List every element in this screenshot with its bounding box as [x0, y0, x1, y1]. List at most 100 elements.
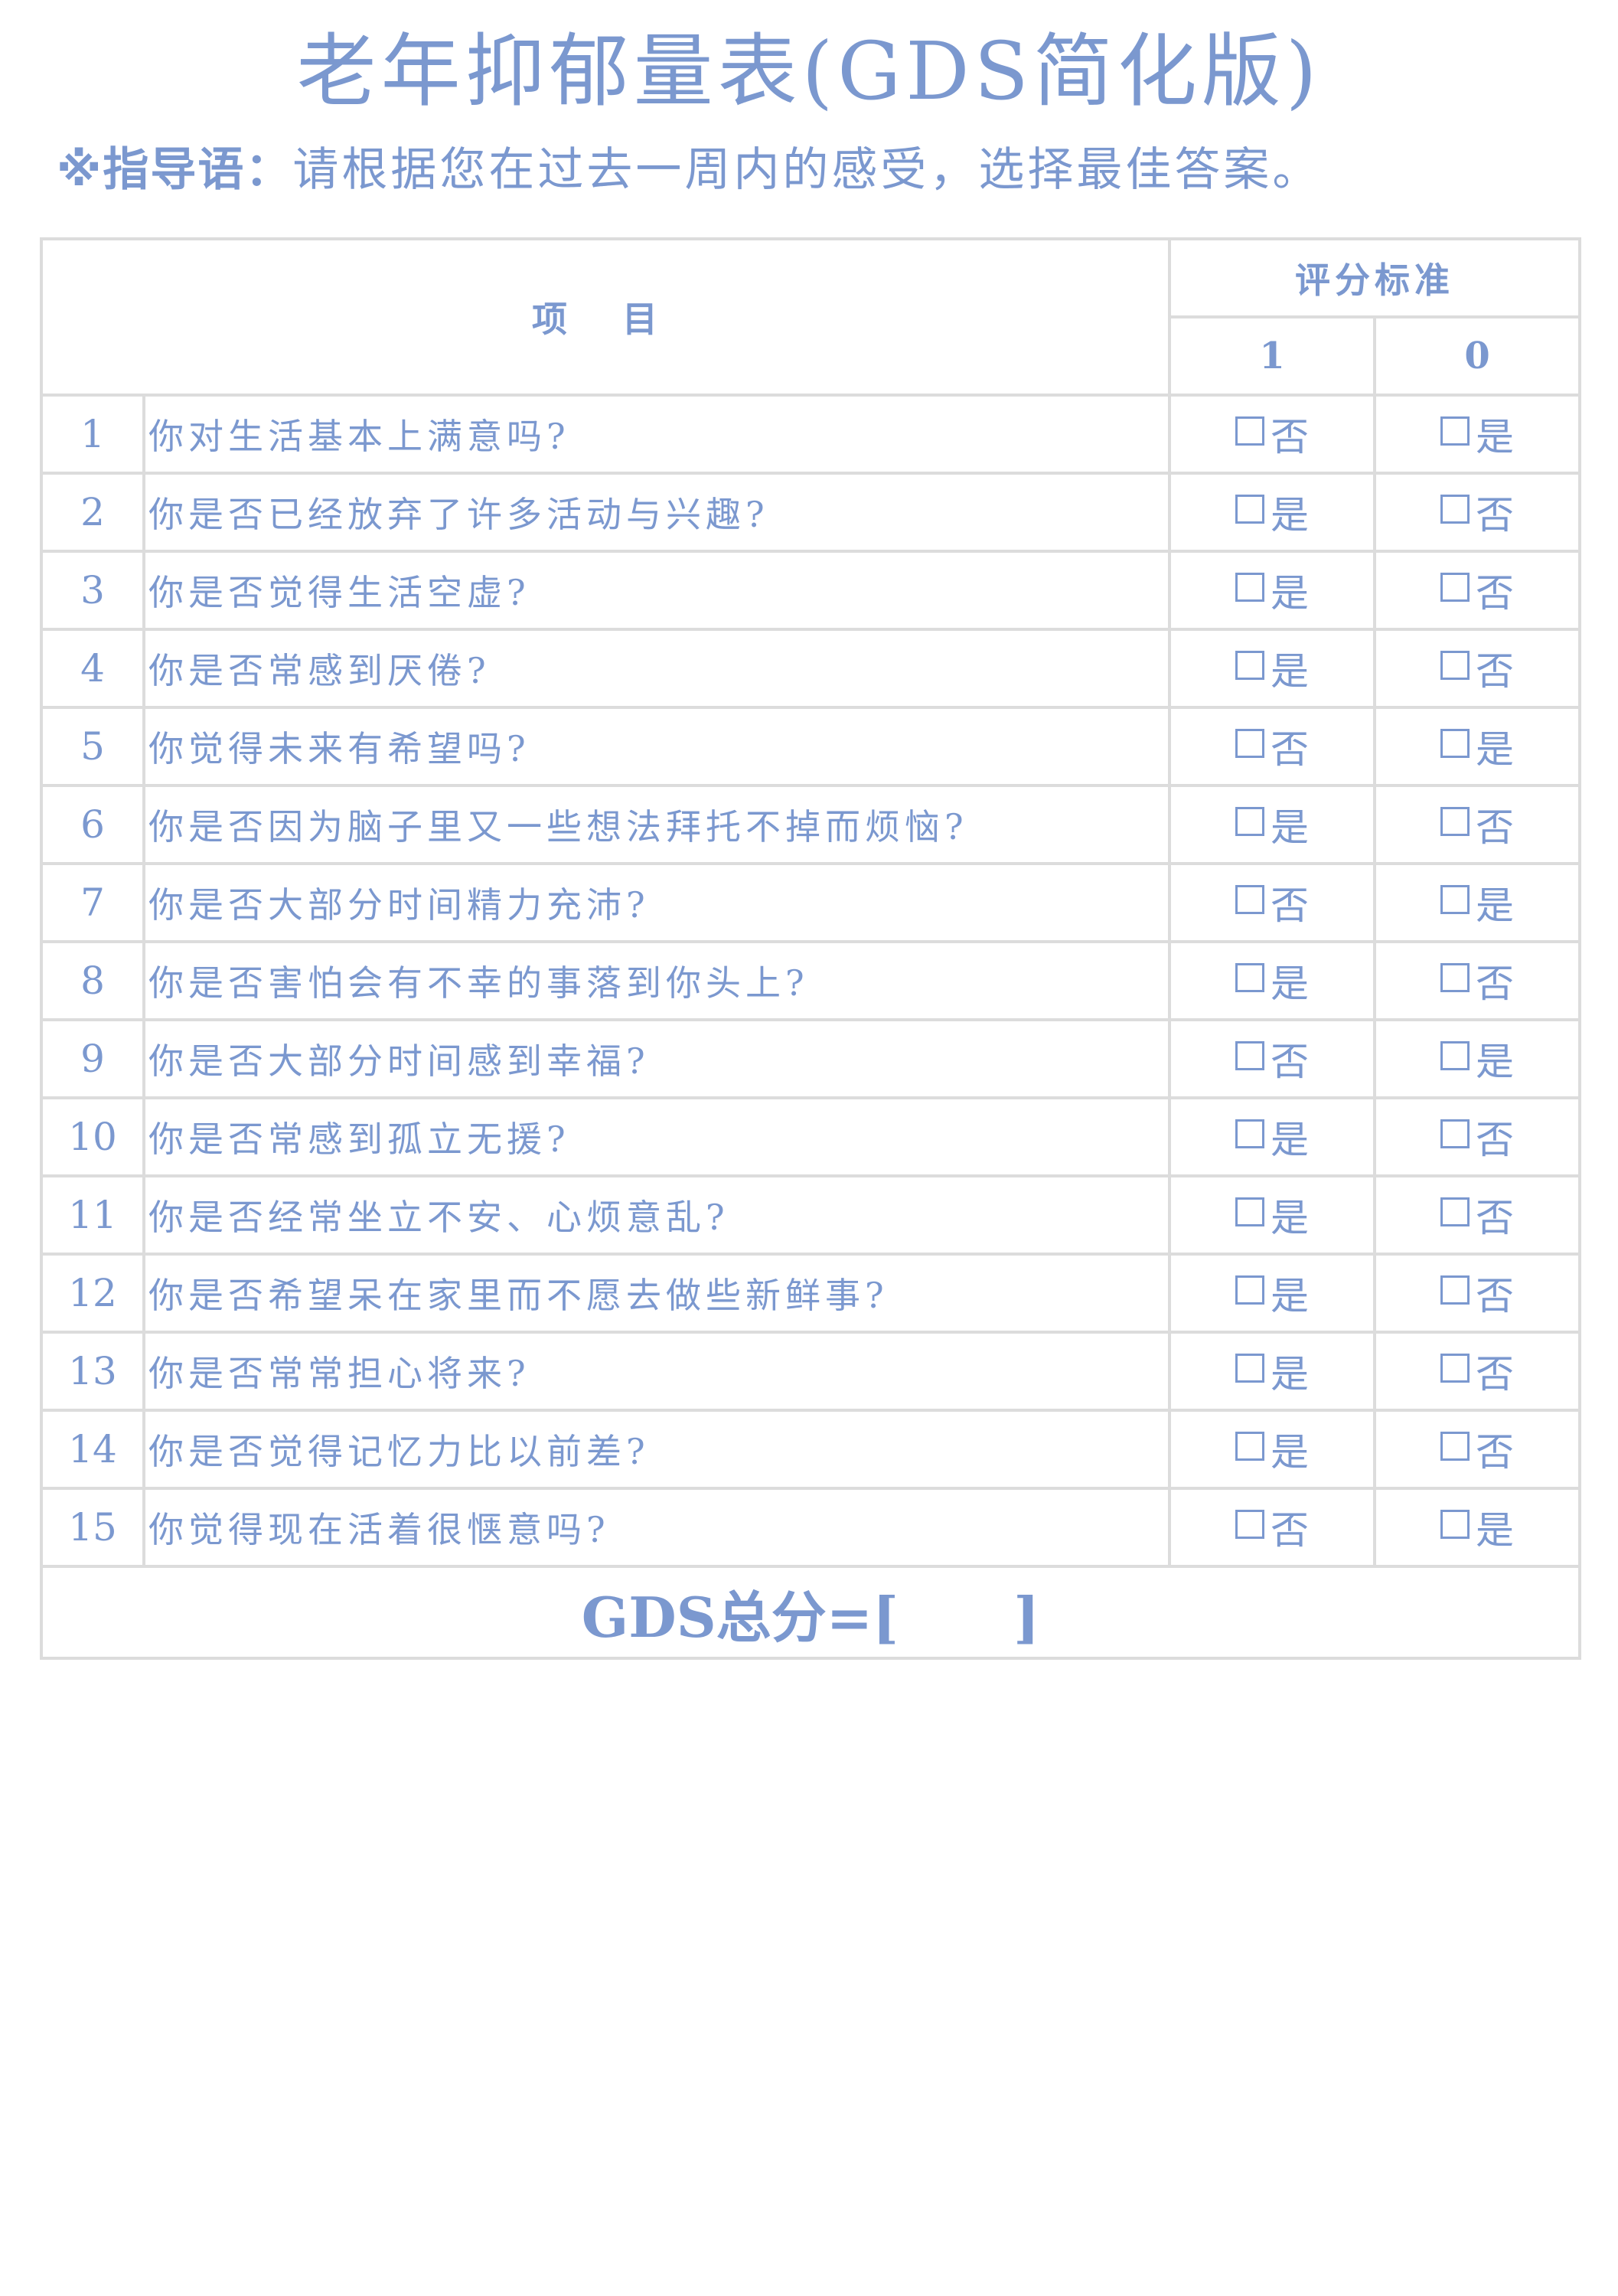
option-score-1[interactable]: 是 — [1168, 784, 1377, 865]
header-score-0: 0 — [1373, 315, 1582, 397]
question-number: 6 — [40, 784, 145, 865]
checkbox[interactable] — [1235, 1041, 1265, 1070]
option-score-0[interactable]: 否 — [1373, 1409, 1582, 1490]
option-score-0[interactable]: 否 — [1373, 472, 1582, 553]
checkbox[interactable] — [1235, 729, 1265, 758]
question-text: 你觉得现在活着很惬意吗? — [142, 1487, 1172, 1568]
option-label: 否 — [1476, 962, 1515, 1006]
table-row: 10 你是否常感到孤立无援? 是 否 — [40, 1096, 1582, 1177]
option-score-1[interactable]: 是 — [1168, 472, 1377, 553]
option-score-0[interactable]: 否 — [1373, 1174, 1582, 1256]
option-score-0[interactable]: 否 — [1373, 550, 1582, 631]
question-text: 你是否大部分时间感到幸福? — [142, 1018, 1172, 1099]
header-item: 项 目 — [39, 237, 1172, 397]
table-row: 2 你是否已经放弃了许多活动与兴趣? 是 否 — [40, 472, 1582, 553]
option-label: 是 — [1271, 1118, 1310, 1162]
checkbox[interactable] — [1235, 573, 1265, 602]
option-score-1[interactable]: 是 — [1168, 550, 1377, 631]
option-label: 是 — [1476, 1040, 1515, 1084]
question-number: 1 — [40, 394, 145, 475]
table-row: 3 你是否觉得生活空虚? 是 否 — [40, 550, 1582, 631]
option-score-1[interactable]: 否 — [1168, 862, 1377, 943]
option-score-1[interactable]: 否 — [1168, 706, 1377, 787]
checkbox[interactable] — [1440, 573, 1470, 602]
checkbox[interactable] — [1440, 885, 1470, 914]
checkbox[interactable] — [1235, 1432, 1265, 1461]
option-score-1[interactable]: 是 — [1168, 940, 1377, 1021]
checkbox[interactable] — [1440, 729, 1470, 758]
option-score-1[interactable]: 否 — [1168, 394, 1377, 475]
option-label: 否 — [1476, 1430, 1515, 1475]
option-score-1[interactable]: 是 — [1168, 628, 1377, 709]
checkbox[interactable] — [1235, 1275, 1265, 1305]
option-label: 是 — [1271, 649, 1310, 694]
checkbox[interactable] — [1440, 1119, 1470, 1148]
option-score-1[interactable]: 是 — [1168, 1253, 1377, 1334]
option-score-1[interactable]: 是 — [1168, 1096, 1377, 1177]
question-number: 11 — [40, 1174, 145, 1256]
option-label: 是 — [1271, 962, 1310, 1006]
option-score-1[interactable]: 是 — [1168, 1409, 1377, 1490]
option-score-0[interactable]: 否 — [1373, 1096, 1582, 1177]
table-row: 11 你是否经常坐立不安、心烦意乱? 是 否 — [40, 1174, 1582, 1256]
option-label: 否 — [1271, 1508, 1310, 1553]
checkbox[interactable] — [1440, 495, 1470, 524]
question-number: 9 — [40, 1018, 145, 1099]
option-score-1[interactable]: 否 — [1168, 1487, 1377, 1568]
table-row: 5 你觉得未来有希望吗? 否 是 — [40, 706, 1582, 787]
option-score-0[interactable]: 否 — [1373, 784, 1582, 865]
checkbox[interactable] — [1235, 885, 1265, 914]
question-text: 你是否希望呆在家里而不愿去做些新鲜事? — [142, 1253, 1172, 1334]
option-score-1[interactable]: 否 — [1168, 1018, 1377, 1099]
checkbox[interactable] — [1235, 495, 1265, 524]
option-label: 否 — [1476, 649, 1515, 694]
checkbox[interactable] — [1235, 963, 1265, 992]
option-label: 否 — [1476, 493, 1515, 537]
option-score-0[interactable]: 是 — [1373, 1018, 1582, 1099]
question-text: 你是否已经放弃了许多活动与兴趣? — [142, 472, 1172, 553]
checkbox[interactable] — [1440, 1275, 1470, 1305]
question-number: 14 — [40, 1409, 145, 1490]
option-score-0[interactable]: 否 — [1373, 628, 1582, 709]
checkbox[interactable] — [1235, 416, 1265, 446]
checkbox[interactable] — [1440, 807, 1470, 836]
option-score-0[interactable]: 是 — [1373, 706, 1582, 787]
checkbox[interactable] — [1440, 963, 1470, 992]
option-score-0[interactable]: 否 — [1373, 940, 1582, 1021]
checkbox[interactable] — [1440, 1510, 1470, 1539]
checkbox[interactable] — [1440, 1354, 1470, 1383]
header-score-1: 1 — [1168, 315, 1377, 397]
checkbox[interactable] — [1235, 807, 1265, 836]
question-text: 你是否害怕会有不幸的事落到你头上? — [142, 940, 1172, 1021]
question-text: 你是否大部分时间精力充沛? — [142, 862, 1172, 943]
question-number: 4 — [40, 628, 145, 709]
option-score-1[interactable]: 是 — [1168, 1174, 1377, 1256]
question-text: 你是否觉得生活空虚? — [142, 550, 1172, 631]
question-number: 13 — [40, 1331, 145, 1412]
option-score-1[interactable]: 是 — [1168, 1331, 1377, 1412]
checkbox[interactable] — [1440, 651, 1470, 680]
option-label: 否 — [1271, 1040, 1310, 1084]
option-label: 是 — [1476, 727, 1515, 772]
question-text: 你对生活基本上满意吗? — [142, 394, 1172, 475]
checkbox[interactable] — [1235, 1119, 1265, 1148]
checkbox[interactable] — [1440, 1197, 1470, 1226]
checkbox[interactable] — [1440, 1432, 1470, 1461]
checkbox[interactable] — [1440, 1041, 1470, 1070]
question-text: 你是否经常坐立不安、心烦意乱? — [142, 1174, 1172, 1256]
option-score-0[interactable]: 是 — [1373, 862, 1582, 943]
option-score-0[interactable]: 是 — [1373, 1487, 1582, 1568]
option-score-0[interactable]: 是 — [1373, 394, 1582, 475]
option-score-0[interactable]: 否 — [1373, 1253, 1582, 1334]
option-score-0[interactable]: 否 — [1373, 1331, 1582, 1412]
checkbox[interactable] — [1235, 651, 1265, 680]
gds-table: 项 目 评分标准 1 0 1 你对生活基本上满意吗? 否是 2 你是否已经放弃了许多活动… — [39, 237, 1582, 1660]
checkbox[interactable] — [1440, 416, 1470, 446]
checkbox[interactable] — [1235, 1197, 1265, 1226]
checkbox[interactable] — [1235, 1354, 1265, 1383]
checkbox[interactable] — [1235, 1510, 1265, 1539]
table-row: 8 你是否害怕会有不幸的事落到你头上? 是 否 — [40, 940, 1582, 1021]
option-label: 是 — [1271, 1274, 1310, 1318]
question-number: 8 — [40, 940, 145, 1021]
option-label: 是 — [1271, 493, 1310, 537]
